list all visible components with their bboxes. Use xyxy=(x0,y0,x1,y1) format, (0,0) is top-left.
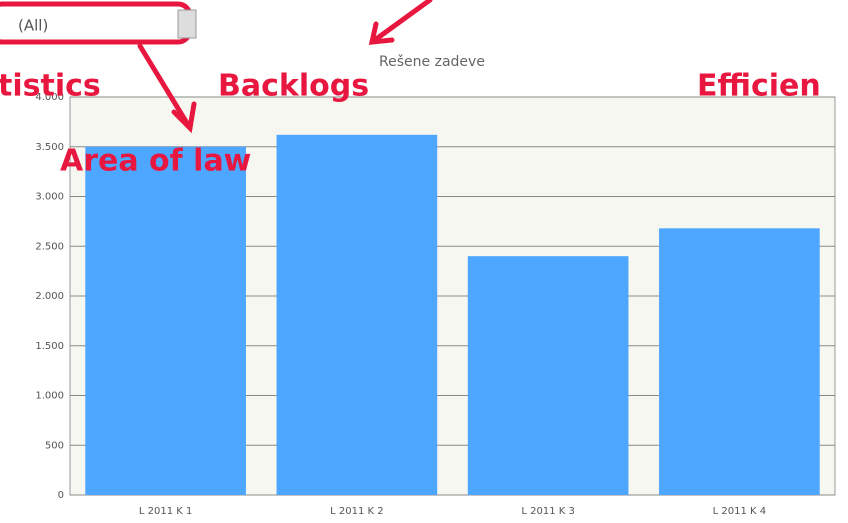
y-tick-label: 500 xyxy=(45,440,64,451)
arrow xyxy=(137,43,193,131)
y-tick-label: 1.000 xyxy=(35,391,64,402)
arrow xyxy=(369,0,433,45)
arrow-head xyxy=(368,21,395,45)
annotation: Area of law xyxy=(60,144,251,179)
x-tick-label: L 2011 K 4 xyxy=(713,506,766,517)
bar xyxy=(276,134,438,495)
bar xyxy=(467,256,629,495)
chart-title: Rešene zadeve xyxy=(379,54,485,70)
dropdown-value: (All) xyxy=(18,17,48,35)
y-tick-label: 3.500 xyxy=(35,142,64,153)
y-tick-label: 3.000 xyxy=(35,192,64,203)
x-tick-label: L 2011 K 2 xyxy=(330,506,383,517)
arrow-head xyxy=(171,101,197,134)
marks: 0 500 1.000 1.500 2.000 2.500 3.000 3.500 4.000 L… xyxy=(35,92,835,517)
dropdown-button[interactable] xyxy=(177,9,197,39)
y-tick-label: 2.500 xyxy=(35,241,64,252)
annotations: tistics Backlogs Efficien Area of law xyxy=(0,69,821,179)
annotation: tistics xyxy=(0,69,101,104)
y-tick-label: 0 xyxy=(58,490,64,501)
annotation: Efficien xyxy=(697,69,821,104)
annotation: Backlogs xyxy=(218,69,369,104)
arrows xyxy=(137,0,433,134)
x-tick-label: L 2011 K 1 xyxy=(139,506,192,517)
x-tick-label: L 2011 K 3 xyxy=(521,506,574,517)
y-tick-label: 2.000 xyxy=(35,291,64,302)
y-tick-label: 1.500 xyxy=(35,341,64,352)
bar xyxy=(85,146,246,495)
y-tick-label: 4.000 xyxy=(35,92,64,103)
bar xyxy=(659,228,820,495)
